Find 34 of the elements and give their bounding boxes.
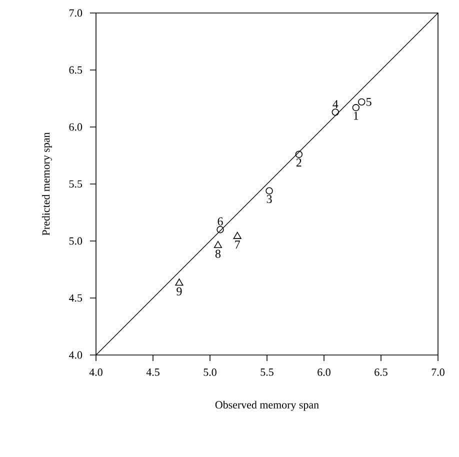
point (332, 108, 339, 116)
annotation: 3 (266, 195, 272, 204)
x-tick-label: 5.0 (204, 368, 216, 376)
x-tick-label: 5.5 (260, 368, 274, 376)
x-tick-label: 6.0 (318, 368, 330, 376)
annotation: 7 (235, 240, 240, 248)
point (295, 150, 303, 158)
annotation: 4 (332, 100, 338, 108)
annotation: 9 (176, 287, 182, 296)
point (175, 278, 184, 286)
point (358, 98, 366, 106)
x-tick-label: 4.0 (89, 368, 102, 376)
x-tick-label: 4.5 (146, 368, 160, 376)
annotation: 2 (296, 158, 302, 166)
point (233, 232, 242, 239)
point (214, 240, 222, 248)
point (352, 104, 360, 112)
y-axis-title: Predicted memory span (42, 132, 52, 236)
y-tick-label: 6.0 (69, 123, 82, 131)
annotation: 6 (218, 217, 223, 226)
y-tick-label: 6.5 (69, 66, 82, 74)
x-axis-title: Observed memory span (215, 400, 319, 411)
annotation: 1 (354, 112, 358, 120)
y-tick-label: 4.0 (69, 351, 82, 359)
y-tick-label: 4.5 (69, 294, 82, 302)
annotation: 5 (366, 98, 372, 106)
x-tick-label: 6.5 (374, 368, 388, 376)
point (266, 187, 273, 194)
x-tick-label: 7.0 (432, 368, 444, 376)
y-tick-label: 5.0 (69, 237, 82, 245)
y-tick-label: 5.5 (69, 180, 82, 188)
y-tick-label: 7.0 (70, 9, 82, 17)
annotation: 8 (215, 250, 221, 258)
point (216, 226, 224, 234)
